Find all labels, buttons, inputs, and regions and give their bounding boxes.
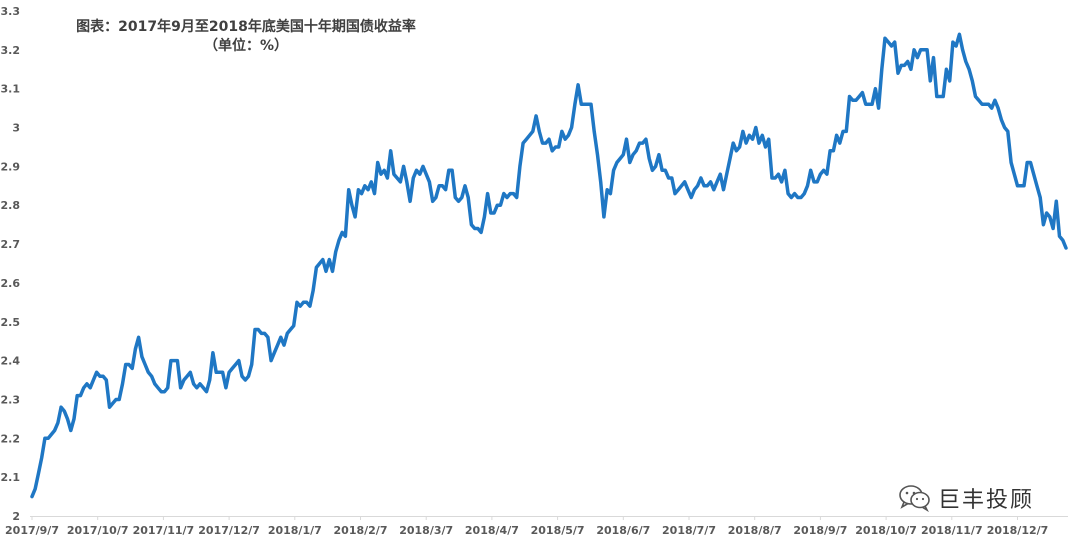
x-tick-label: 2018/5/7 xyxy=(531,524,585,537)
y-tick-label: 3.3 xyxy=(1,5,21,18)
y-tick-label: 2.9 xyxy=(1,160,21,173)
y-tick-label: 2.6 xyxy=(1,277,21,290)
x-tick-label: 2018/2/7 xyxy=(334,524,388,537)
x-tick-label: 2018/10/7 xyxy=(855,524,917,537)
x-axis: 2017/9/7 2017/10/7 2017/11/7 2017/12/7 2018/… xyxy=(5,516,1048,537)
y-axis: 2 2.1 2.2 2.3 2.4 2.5 2.6 2.7 2.8 2.9 3 3.1 3.2 3.3 xyxy=(1,5,21,523)
x-tick-label: 2018/4/7 xyxy=(465,524,519,537)
y-tick-label: 2.2 xyxy=(1,432,21,445)
y-tick-label: 3.1 xyxy=(1,83,21,96)
series-layer xyxy=(30,32,1068,499)
x-tick-label: 2018/7/7 xyxy=(662,524,716,537)
y-tick-label: 3 xyxy=(12,122,20,135)
x-tick-label: 2018/9/7 xyxy=(793,524,847,537)
y-tick-label: 2.8 xyxy=(1,199,21,212)
x-tick-label: 2018/12/7 xyxy=(987,524,1049,537)
x-tick-label: 2018/8/7 xyxy=(728,524,782,537)
x-tick-label: 2017/11/7 xyxy=(133,524,195,537)
y-tick-label: 2.5 xyxy=(1,316,21,329)
x-tick-label: 2017/10/7 xyxy=(67,524,129,537)
x-tick-label: 2017/12/7 xyxy=(198,524,260,537)
y-tick-label: 3.2 xyxy=(1,44,21,57)
watermark: 巨丰投顾 xyxy=(898,482,1034,514)
chart-subtitle: （单位：%） xyxy=(204,37,288,54)
x-tick-label: 2018/3/7 xyxy=(399,524,453,537)
x-tick-label: 2018/6/7 xyxy=(596,524,650,537)
y-tick-label: 2.1 xyxy=(1,471,21,484)
y-tick-label: 2 xyxy=(12,510,20,523)
x-tick-label: 2018/1/7 xyxy=(268,524,322,537)
series-line xyxy=(30,32,1068,499)
x-tick-label: 2018/11/7 xyxy=(921,524,983,537)
chart-title: 图表：2017年9月至2018年底美国十年期国债收益率 xyxy=(76,18,416,35)
wechat-icon xyxy=(899,485,930,512)
y-tick-label: 2.7 xyxy=(1,238,21,251)
x-tick-label: 2017/9/7 xyxy=(5,524,59,537)
y-tick-label: 2.3 xyxy=(1,393,21,406)
watermark-text: 巨丰投顾 xyxy=(938,488,1035,513)
y-tick-label: 2.4 xyxy=(1,355,21,368)
